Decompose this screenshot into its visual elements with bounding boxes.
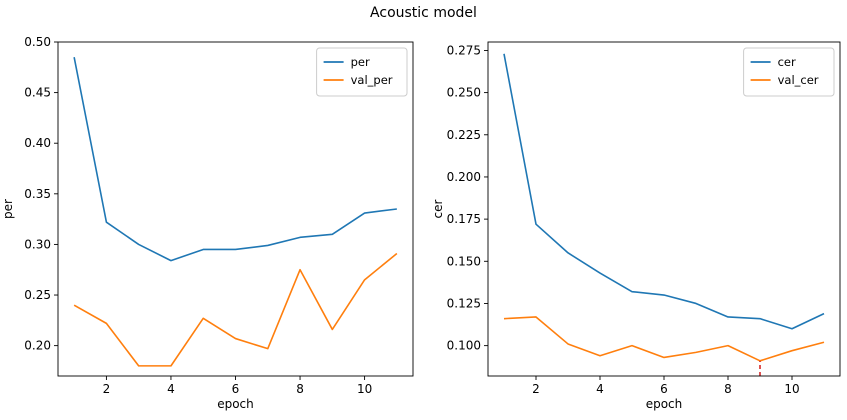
series-line-val_cer [503, 316, 825, 362]
legend-label-val_cer: val_cer [778, 73, 819, 87]
legend-label-per: per [351, 55, 370, 69]
x-axis-label: epoch [646, 397, 683, 411]
x-tick-label: 6 [660, 382, 668, 396]
series-line-cer [503, 53, 825, 330]
x-tick-label: 10 [357, 382, 372, 396]
y-tick-label: 0.250 [447, 86, 481, 100]
legend: cer val_cer [743, 47, 835, 97]
y-tick-label: 0.100 [447, 339, 481, 353]
legend: per val_per [316, 47, 408, 97]
y-tick-label: 0.30 [24, 237, 51, 251]
y-tick-label: 0.50 [24, 35, 51, 49]
y-tick-label: 0.25 [24, 288, 51, 302]
series-line-val_per [73, 252, 398, 367]
x-tick-label: 2 [103, 382, 111, 396]
y-tick-label: 0.275 [447, 43, 481, 57]
y-tick-label: 0.40 [24, 136, 51, 150]
x-axis-label: epoch [217, 397, 254, 411]
x-tick-label: 2 [532, 382, 540, 396]
x-tick-label: 10 [784, 382, 799, 396]
y-tick-label: 0.20 [24, 339, 51, 353]
series-line-per [73, 57, 397, 262]
y-tick-label: 0.45 [24, 86, 51, 100]
y-axis-label: per [1, 199, 15, 219]
legend-box [316, 47, 408, 97]
y-axis-label: cer [431, 199, 445, 218]
y-tick-label: 0.175 [447, 212, 481, 226]
figure-title: Acoustic model [370, 5, 477, 21]
y-tick-label: 0.225 [447, 128, 481, 142]
x-tick-label: 8 [724, 382, 732, 396]
chart-panel-left: 2 4 6 8 10 0.20 0.25 0.30 0.35 0.40 0.45 0.50 epoch p… [1, 35, 414, 411]
x-tick-label: 4 [167, 382, 175, 396]
y-tick-label: 0.35 [24, 187, 51, 201]
chart-panel-right: 2 4 6 8 10 0.100 0.125 0.150 0.175 0.200 0.225 0.25… [431, 41, 841, 411]
legend-label-cer: cer [778, 55, 796, 69]
x-tick-label: 6 [232, 382, 240, 396]
y-tick-label: 0.125 [447, 296, 481, 310]
legend-box [743, 47, 835, 97]
y-tick-label: 0.150 [447, 254, 481, 268]
x-tick-label: 4 [596, 382, 604, 396]
x-tick-label: 8 [296, 382, 304, 396]
legend-label-val_per: val_per [351, 73, 393, 87]
y-tick-label: 0.200 [447, 170, 481, 184]
